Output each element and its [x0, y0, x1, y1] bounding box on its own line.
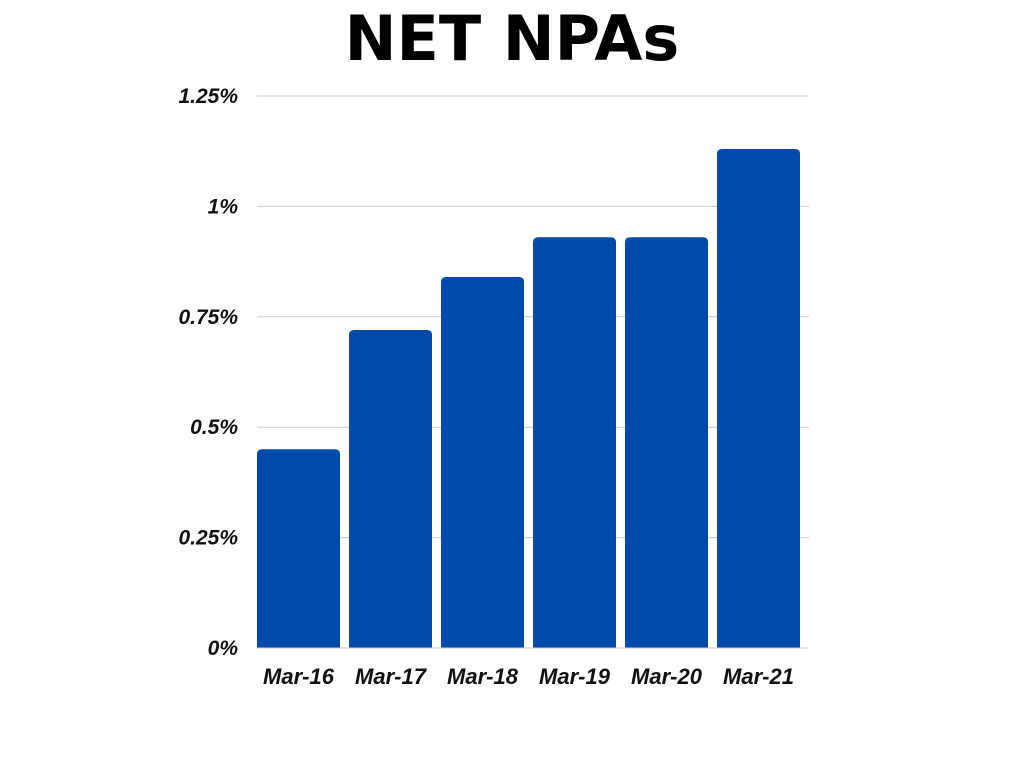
bars: [257, 148, 800, 648]
bar-mar-16: [257, 449, 340, 648]
y-axis-tick-labels: 0% 0.25% 0.5% 0.75% 1% 1.25%: [178, 85, 238, 660]
x-category-label: Mar-16: [263, 664, 335, 689]
y-tick-label: 0.75%: [178, 306, 238, 329]
y-tick-label: 0.25%: [178, 527, 238, 550]
y-tick-label: 0.5%: [190, 416, 238, 439]
bar-mar-20: [625, 237, 708, 648]
x-category-label: Mar-17: [355, 664, 428, 689]
x-category-label: Mar-18: [447, 664, 519, 689]
bar-mar-21: [717, 148, 800, 648]
y-tick-label: 1.25%: [178, 85, 238, 108]
y-tick-label: 0%: [208, 637, 239, 660]
y-tick-label: 1%: [208, 195, 239, 218]
x-category-label: Mar-21: [723, 664, 794, 689]
x-category-label: Mar-19: [539, 664, 611, 689]
x-category-label: Mar-20: [631, 664, 703, 689]
bar-mar-19: [533, 237, 616, 648]
chart-title: NET NPAs: [344, 2, 680, 75]
bar-mar-18: [441, 277, 524, 648]
x-axis-category-labels: Mar-16 Mar-17 Mar-18 Mar-19 Mar-20 Mar-21: [263, 664, 794, 689]
bar-mar-17: [349, 330, 432, 648]
